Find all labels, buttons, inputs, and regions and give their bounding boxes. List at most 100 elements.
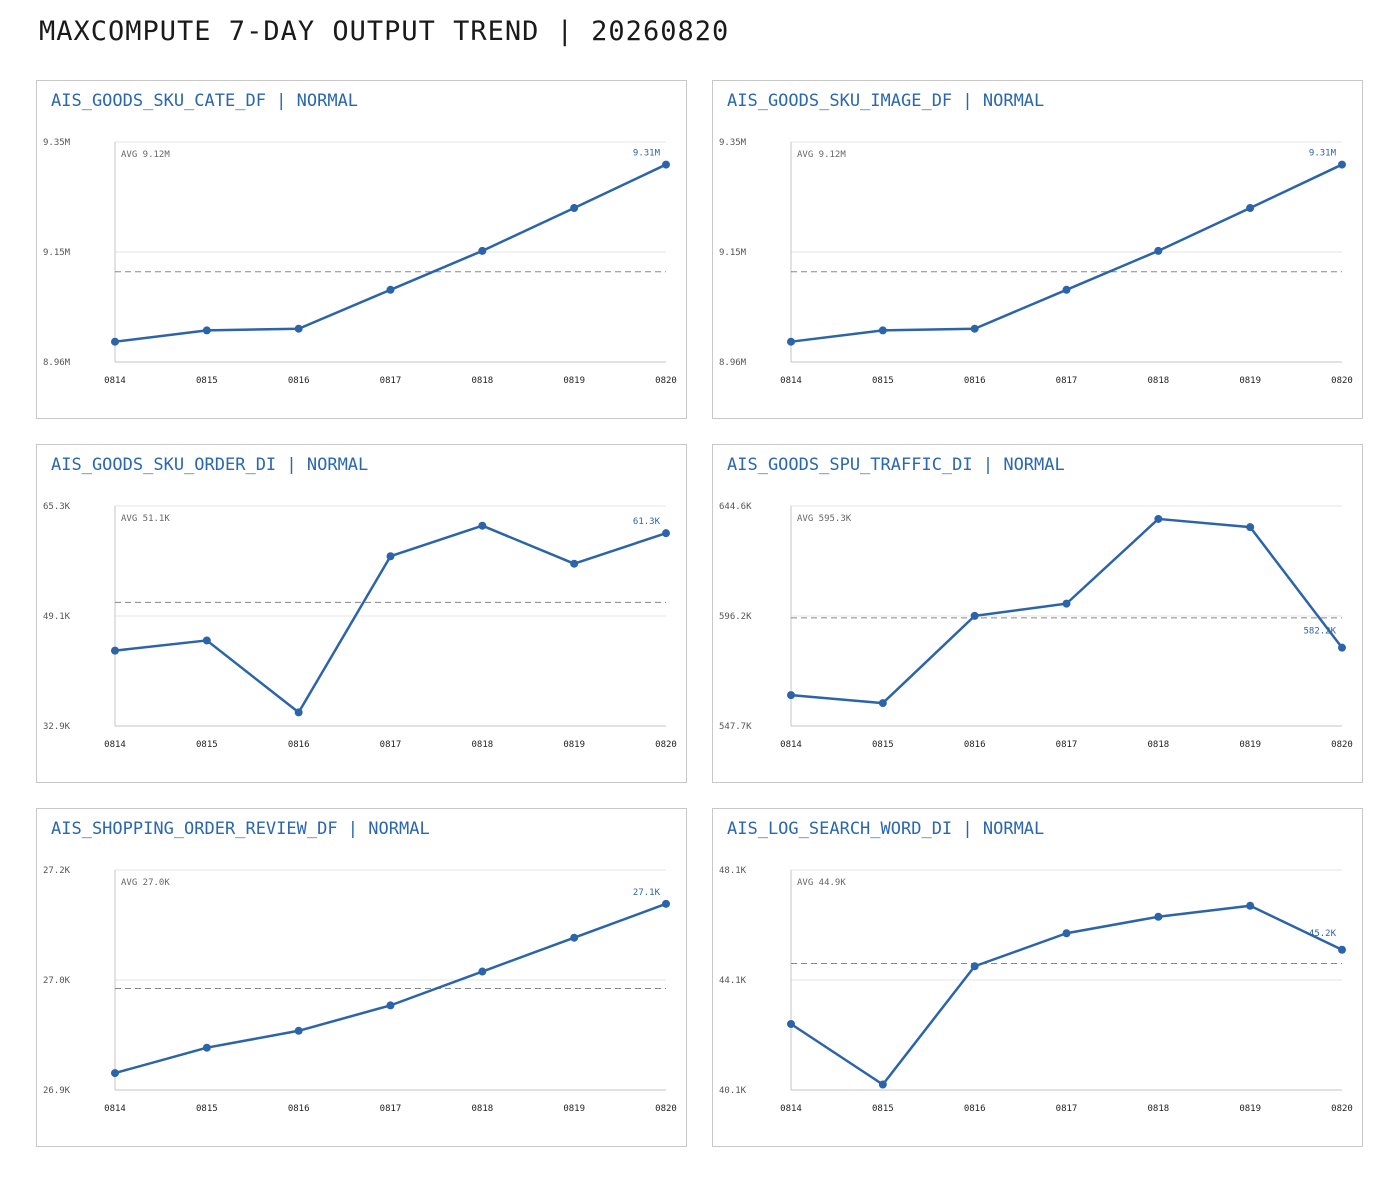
- data-point: [202, 1043, 211, 1052]
- data-point: [202, 326, 211, 335]
- y-tick-label: 9.15M: [719, 248, 747, 258]
- x-tick-label: 0814: [780, 740, 802, 750]
- data-point: [478, 246, 487, 255]
- x-tick-label: 0815: [872, 740, 894, 750]
- y-tick-label: 27.2K: [43, 866, 71, 876]
- x-tick-label: 0814: [104, 376, 126, 386]
- data-point: [570, 559, 579, 568]
- chart-panel-sku-cate: AIS_GOODS_SKU_CATE_DF | NORMAL 8.96M 9.15…: [36, 80, 687, 419]
- data-point: [662, 529, 670, 538]
- data-point: [1338, 945, 1346, 954]
- x-tick-label: 0817: [1056, 376, 1078, 386]
- y-tick-label: 49.1K: [43, 612, 71, 622]
- data-point: [111, 337, 119, 346]
- x-tick-label: 0819: [563, 376, 585, 386]
- line-chart: 26.9K 27.0K 27.2K 0814 0815 0816 0817 0818 0819 0…: [43, 866, 677, 1114]
- data-point: [1154, 514, 1163, 523]
- y-tick-label: 9.15M: [43, 248, 71, 258]
- x-tick-label: 0814: [104, 1104, 126, 1114]
- page-title: MAXCOMPUTE 7-DAY OUTPUT TREND | 20260820: [39, 16, 730, 47]
- y-tick-label: 8.96M: [719, 358, 747, 368]
- x-tick-label: 0820: [1331, 376, 1353, 386]
- line-chart: 8.96M 9.15M 9.35M 0814 0815 0816 0817 0818 0819 0…: [43, 138, 677, 386]
- y-tick-label: 596.2K: [719, 612, 752, 622]
- data-point: [1246, 523, 1255, 532]
- chart-panel-order-review: AIS_SHOPPING_ORDER_REVIEW_DF | NORMAL 26…: [36, 808, 687, 1147]
- x-tick-label: 0818: [471, 740, 493, 750]
- y-tick-label: 65.3K: [43, 502, 71, 512]
- data-point: [1338, 160, 1346, 169]
- x-tick-label: 0816: [964, 1104, 986, 1114]
- x-tick-label: 0820: [1331, 1104, 1353, 1114]
- x-tick-label: 0815: [196, 1104, 218, 1114]
- avg-label: AVG 9.12M: [121, 150, 170, 160]
- data-point: [787, 337, 795, 346]
- line-chart: 40.1K 44.1K 48.1K 0814 0815 0816 0817 0818 0819 0…: [719, 866, 1353, 1114]
- x-tick-label: 0819: [1239, 740, 1261, 750]
- data-point: [1062, 599, 1071, 608]
- x-tick-label: 0819: [563, 1104, 585, 1114]
- data-point: [111, 646, 119, 655]
- x-tick-label: 0817: [380, 376, 402, 386]
- y-tick-label: 44.1K: [719, 976, 747, 986]
- last-value-label: 45.2K: [1309, 929, 1337, 939]
- avg-label: AVG 44.9K: [797, 878, 846, 888]
- x-tick-label: 0820: [655, 740, 677, 750]
- chart-title: AIS_SHOPPING_ORDER_REVIEW_DF | NORMAL: [51, 819, 430, 839]
- data-point: [787, 1020, 795, 1028]
- data-point: [662, 160, 670, 169]
- data-point: [1338, 643, 1346, 652]
- avg-label: AVG 51.1K: [121, 514, 170, 524]
- x-tick-label: 0819: [1239, 1104, 1261, 1114]
- data-point: [294, 1026, 303, 1035]
- line-chart: 32.9K 49.1K 65.3K 0814 0815 0816 0817 0818 0819 0…: [43, 502, 677, 750]
- data-point: [970, 962, 979, 971]
- line-chart: 547.7K 596.2K 644.6K 0814 0815 0816 0817 0818 08…: [719, 502, 1353, 750]
- x-tick-label: 0815: [872, 376, 894, 386]
- x-tick-label: 0819: [563, 740, 585, 750]
- data-point: [1062, 285, 1071, 294]
- line-chart: 8.96M 9.15M 9.35M 0814 0815 0816 0817 0818 0819 0…: [719, 138, 1353, 386]
- x-tick-label: 0820: [1331, 740, 1353, 750]
- x-tick-label: 0815: [196, 376, 218, 386]
- last-value-label: 27.1K: [633, 888, 661, 898]
- y-tick-label: 644.6K: [719, 502, 752, 512]
- x-tick-label: 0816: [964, 740, 986, 750]
- x-tick-label: 0819: [1239, 376, 1261, 386]
- data-point: [478, 521, 487, 530]
- chart-title: AIS_GOODS_SKU_ORDER_DI | NORMAL: [51, 455, 369, 475]
- series-line: [790, 517, 1343, 705]
- y-tick-label: 40.1K: [719, 1086, 747, 1096]
- chart-panel-sku-order: AIS_GOODS_SKU_ORDER_DI | NORMAL 32.9K 49.…: [36, 444, 687, 783]
- data-point: [1246, 204, 1255, 212]
- last-value-label: 582.2K: [1303, 627, 1336, 637]
- y-tick-label: 547.7K: [719, 722, 752, 732]
- data-point: [878, 326, 887, 335]
- data-point: [662, 899, 670, 908]
- data-point: [294, 708, 303, 717]
- data-point: [202, 636, 211, 645]
- x-tick-label: 0817: [1056, 1104, 1078, 1114]
- data-point: [570, 204, 579, 212]
- last-value-label: 9.31M: [633, 149, 661, 159]
- chart-title: AIS_GOODS_SPU_TRAFFIC_DI | NORMAL: [727, 455, 1065, 475]
- avg-label: AVG 27.0K: [121, 878, 170, 888]
- y-tick-label: 9.35M: [719, 138, 747, 148]
- x-tick-label: 0820: [655, 1104, 677, 1114]
- x-tick-label: 0815: [872, 1104, 894, 1114]
- chart-panel-search-word: AIS_LOG_SEARCH_WORD_DI | NORMAL 40.1K 44.…: [712, 808, 1363, 1147]
- chart-panel-sku-image: AIS_GOODS_SKU_IMAGE_DF | NORMAL 8.96M 9.1…: [712, 80, 1363, 419]
- series-line: [114, 163, 667, 343]
- x-tick-label: 0816: [288, 376, 310, 386]
- x-tick-label: 0818: [1147, 740, 1169, 750]
- x-tick-label: 0818: [471, 1104, 493, 1114]
- avg-label: AVG 9.12M: [797, 150, 846, 160]
- y-tick-label: 32.9K: [43, 722, 71, 732]
- data-point: [294, 324, 303, 333]
- x-tick-label: 0816: [288, 740, 310, 750]
- chart-title: AIS_LOG_SEARCH_WORD_DI | NORMAL: [727, 819, 1045, 839]
- chart-title: AIS_GOODS_SKU_CATE_DF | NORMAL: [51, 91, 359, 111]
- data-point: [386, 285, 395, 294]
- x-tick-label: 0818: [1147, 1104, 1169, 1114]
- series-line: [790, 163, 1343, 343]
